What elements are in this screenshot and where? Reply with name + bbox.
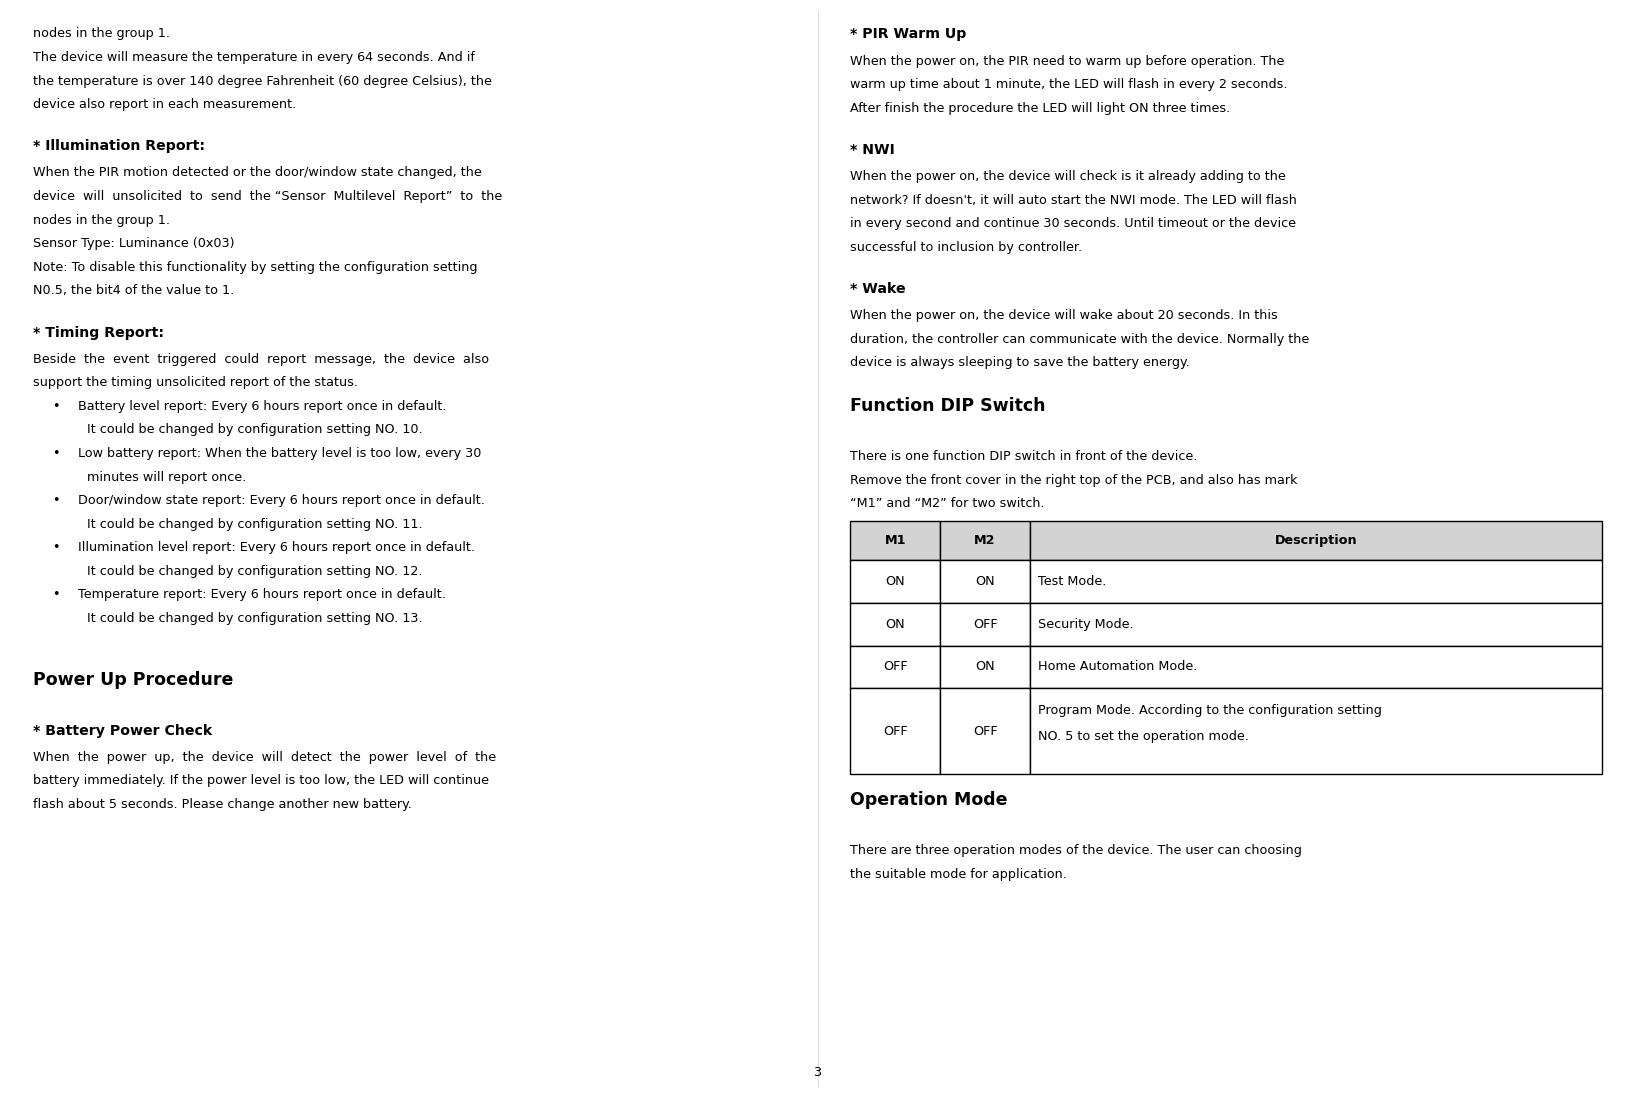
Text: device is always sleeping to save the battery energy.: device is always sleeping to save the ba… — [850, 357, 1190, 370]
Text: device also report in each measurement.: device also report in each measurement. — [33, 98, 296, 111]
Text: Door/window state report: Every 6 hours report once in default.: Door/window state report: Every 6 hours … — [78, 494, 486, 507]
Text: •: • — [52, 541, 60, 554]
Bar — [1030, 645, 1602, 688]
Text: It could be changed by configuration setting NO. 12.: It could be changed by configuration set… — [87, 565, 422, 578]
Text: * Illumination Report:: * Illumination Report: — [33, 139, 204, 154]
Text: in every second and continue 30 seconds. Until timeout or the device: in every second and continue 30 seconds.… — [850, 217, 1297, 230]
Text: •: • — [52, 588, 60, 601]
Text: Test Mode.: Test Mode. — [1038, 575, 1107, 588]
Text: network? If doesn't, it will auto start the NWI mode. The LED will flash: network? If doesn't, it will auto start … — [850, 193, 1297, 206]
Text: It could be changed by configuration setting NO. 10.: It could be changed by configuration set… — [87, 423, 422, 437]
Text: battery immediately. If the power level is too low, the LED will continue: battery immediately. If the power level … — [33, 774, 489, 788]
Bar — [1030, 688, 1602, 774]
Bar — [850, 645, 940, 688]
Text: OFF: OFF — [883, 660, 907, 674]
Text: OFF: OFF — [883, 725, 907, 737]
Text: Description: Description — [1275, 534, 1357, 547]
Text: M2: M2 — [974, 534, 996, 547]
Text: warm up time about 1 minute, the LED will flash in every 2 seconds.: warm up time about 1 minute, the LED wil… — [850, 78, 1288, 91]
Text: When the PIR motion detected or the door/window state changed, the: When the PIR motion detected or the door… — [33, 167, 481, 180]
Text: Power Up Procedure: Power Up Procedure — [33, 670, 234, 689]
Bar — [1030, 602, 1602, 645]
Text: N0.5, the bit4 of the value to 1.: N0.5, the bit4 of the value to 1. — [33, 284, 234, 297]
Text: * Timing Report:: * Timing Report: — [33, 326, 164, 339]
Text: •: • — [52, 494, 60, 507]
Text: Remove the front cover in the right top of the PCB, and also has mark: Remove the front cover in the right top … — [850, 474, 1298, 487]
Text: ON: ON — [885, 618, 906, 631]
Text: * Wake: * Wake — [850, 282, 906, 296]
Text: It could be changed by configuration setting NO. 13.: It could be changed by configuration set… — [87, 612, 422, 625]
Text: * PIR Warm Up: * PIR Warm Up — [850, 27, 966, 42]
Text: duration, the controller can communicate with the device. Normally the: duration, the controller can communicate… — [850, 332, 1310, 346]
Text: NO. 5 to set the operation mode.: NO. 5 to set the operation mode. — [1038, 730, 1249, 743]
Text: When the power on, the device will wake about 20 seconds. In this: When the power on, the device will wake … — [850, 309, 1279, 323]
Text: * Battery Power Check: * Battery Power Check — [33, 724, 213, 737]
Text: ON: ON — [974, 660, 996, 674]
Text: Low battery report: When the battery level is too low, every 30: Low battery report: When the battery lev… — [78, 446, 482, 460]
Bar — [850, 688, 940, 774]
Text: * NWI: * NWI — [850, 143, 894, 157]
Text: Temperature report: Every 6 hours report once in default.: Temperature report: Every 6 hours report… — [78, 588, 446, 601]
Text: OFF: OFF — [973, 618, 997, 631]
Bar — [850, 559, 940, 602]
Text: ON: ON — [974, 575, 996, 588]
Text: Sensor Type: Luminance (0x03): Sensor Type: Luminance (0x03) — [33, 237, 234, 250]
Text: nodes in the group 1.: nodes in the group 1. — [33, 27, 170, 41]
Text: Note: To disable this functionality by setting the configuration setting: Note: To disable this functionality by s… — [33, 261, 477, 274]
Text: device  will  unsolicited  to  send  the “Sensor  Multilevel  Report”  to  the: device will unsolicited to send the “Sen… — [33, 190, 502, 203]
Text: There is one function DIP switch in front of the device.: There is one function DIP switch in fron… — [850, 450, 1197, 463]
Text: 3: 3 — [814, 1066, 821, 1079]
Text: When the power on, the device will check is it already adding to the: When the power on, the device will check… — [850, 170, 1287, 183]
Text: •: • — [52, 399, 60, 412]
Text: support the timing unsolicited report of the status.: support the timing unsolicited report of… — [33, 376, 358, 389]
Text: Operation Mode: Operation Mode — [850, 792, 1007, 810]
Text: OFF: OFF — [973, 725, 997, 737]
Text: Beside  the  event  triggered  could  report  message,  the  device  also: Beside the event triggered could report … — [33, 352, 489, 365]
Text: Function DIP Switch: Function DIP Switch — [850, 397, 1046, 416]
Bar — [940, 688, 1030, 774]
Bar — [1030, 521, 1602, 559]
Text: Home Automation Mode.: Home Automation Mode. — [1038, 660, 1197, 674]
Text: When  the  power  up,  the  device  will  detect  the  power  level  of  the: When the power up, the device will detec… — [33, 750, 495, 764]
Text: Battery level report: Every 6 hours report once in default.: Battery level report: Every 6 hours repo… — [78, 399, 446, 412]
Text: It could be changed by configuration setting NO. 11.: It could be changed by configuration set… — [87, 518, 422, 531]
Text: •: • — [52, 446, 60, 460]
Text: After finish the procedure the LED will light ON three times.: After finish the procedure the LED will … — [850, 102, 1231, 115]
Text: Program Mode. According to the configuration setting: Program Mode. According to the configura… — [1038, 704, 1382, 716]
Text: The device will measure the temperature in every 64 seconds. And if: The device will measure the temperature … — [33, 52, 474, 64]
Text: M1: M1 — [885, 534, 906, 547]
Text: flash about 5 seconds. Please change another new battery.: flash about 5 seconds. Please change ano… — [33, 798, 412, 811]
Text: nodes in the group 1.: nodes in the group 1. — [33, 214, 170, 227]
Text: When the power on, the PIR need to warm up before operation. The: When the power on, the PIR need to warm … — [850, 55, 1285, 68]
Text: “M1” and “M2” for two switch.: “M1” and “M2” for two switch. — [850, 497, 1045, 510]
Text: Illumination level report: Every 6 hours report once in default.: Illumination level report: Every 6 hours… — [78, 541, 476, 554]
Text: the suitable mode for application.: the suitable mode for application. — [850, 868, 1068, 881]
Text: ON: ON — [885, 575, 906, 588]
Text: Security Mode.: Security Mode. — [1038, 618, 1133, 631]
Bar — [1030, 559, 1602, 602]
Bar — [850, 602, 940, 645]
Bar — [940, 559, 1030, 602]
Bar — [850, 521, 940, 559]
Text: minutes will report once.: minutes will report once. — [87, 471, 245, 484]
Bar — [940, 602, 1030, 645]
Bar — [940, 645, 1030, 688]
Text: There are three operation modes of the device. The user can choosing: There are three operation modes of the d… — [850, 845, 1301, 858]
Bar — [940, 521, 1030, 559]
Text: the temperature is over 140 degree Fahrenheit (60 degree Celsius), the: the temperature is over 140 degree Fahre… — [33, 75, 492, 88]
Text: successful to inclusion by controller.: successful to inclusion by controller. — [850, 240, 1082, 253]
